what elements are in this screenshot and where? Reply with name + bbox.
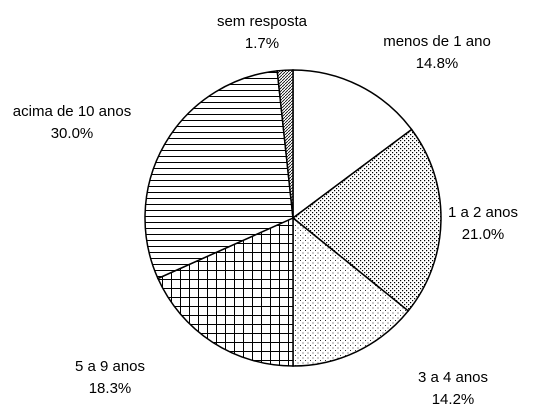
pie-slice — [276, 69, 294, 219]
slice-value-label: 14.2% — [432, 391, 475, 408]
slice-label: 5 a 9 anos — [75, 358, 145, 375]
slice-value-label: 1.7% — [245, 35, 279, 52]
pie-slice — [292, 216, 410, 367]
slice-label: 3 a 4 anos — [418, 369, 488, 386]
slice-label: menos de 1 ano — [383, 33, 491, 50]
slice-label: sem resposta — [217, 13, 308, 30]
slice-value-label: 18.3% — [89, 380, 132, 397]
pie-slice — [156, 216, 294, 367]
slice-value-label: 21.0% — [462, 226, 505, 243]
pie-slice — [291, 128, 442, 312]
slice-value-label: 14.8% — [416, 55, 459, 72]
pie-slice — [292, 69, 413, 220]
slice-value-label: 30.0% — [51, 125, 94, 142]
slice-label: 1 a 2 anos — [448, 204, 518, 221]
pie-slice — [144, 70, 294, 280]
slice-label: acima de 10 anos — [13, 103, 131, 120]
